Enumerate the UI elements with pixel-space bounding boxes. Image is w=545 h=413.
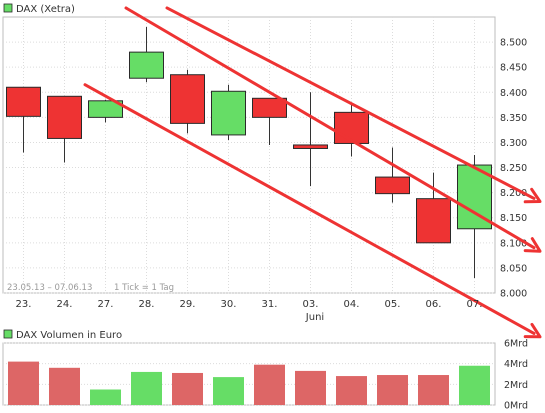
- price-y-tick-label: 8.100: [500, 238, 527, 249]
- x-tick-label: 24.: [57, 299, 73, 310]
- volume-grid: [3, 342, 495, 406]
- price-y-tick-label: 8.300: [500, 138, 527, 149]
- price-title: DAX (Xetra): [16, 4, 75, 15]
- price-y-tick-label: 8.400: [500, 88, 527, 99]
- trend-lines: [83, 6, 542, 339]
- price-y-tick-label: 8.350: [500, 113, 527, 124]
- x-tick-label: 05.: [385, 299, 401, 310]
- date-range-label: 23.05.13 – 07.06.13: [7, 283, 92, 293]
- volume-bar-down: [49, 367, 80, 405]
- interval-note: 1 Tick = 1 Tag: [114, 283, 174, 293]
- volume-y-axis: 0Mrd 2Mrd 4Mrd 6Mrd: [504, 339, 528, 412]
- trend-line: [124, 6, 536, 250]
- candle-up: [211, 90, 246, 136]
- volume-bar-up: [213, 377, 244, 405]
- x-tick-label: 31.: [262, 299, 278, 310]
- month-label: Juni: [305, 312, 324, 323]
- price-y-tick-label: 8.200: [500, 188, 527, 199]
- volume-legend-swatch: [3, 329, 13, 339]
- price-candles: [6, 27, 492, 278]
- price-y-tick-label: 8.250: [500, 163, 527, 174]
- x-tick-label: 04.: [344, 299, 360, 310]
- x-tick-label: 29.: [180, 299, 196, 310]
- candle-down: [375, 176, 410, 195]
- volume-title: DAX Volumen in Euro: [16, 330, 122, 341]
- trend-line: [165, 6, 536, 200]
- price-panel: 8.000 8.050 8.100 8.150 8.200 8.250 8.300 8.350…: [2, 3, 542, 339]
- x-tick-label: 30.: [221, 299, 237, 310]
- candle-up: [129, 51, 164, 79]
- trend-arrowhead: [523, 187, 542, 204]
- price-x-axis: 23. 24. 27. 28. 29. 30. 31. 03. 04. 05. 06. 07.: [16, 299, 483, 310]
- price-legend: DAX (Xetra): [3, 3, 75, 15]
- x-tick-label: 06.: [426, 299, 442, 310]
- volume-y-tick-label: 2Mrd: [504, 380, 528, 391]
- volume-bar-down: [377, 375, 408, 405]
- price-y-tick-label: 8.000: [500, 289, 527, 300]
- volume-bar-down: [336, 376, 367, 405]
- x-tick-label: 27.: [98, 299, 114, 310]
- volume-bar-down: [295, 370, 326, 405]
- volume-bar-down: [418, 375, 449, 405]
- price-y-axis: 8.000 8.050 8.100 8.150 8.200 8.250 8.300 8.350…: [500, 38, 527, 300]
- volume-plot-area: [2, 342, 496, 406]
- volume-bar-down: [8, 361, 39, 405]
- candle-down: [416, 198, 451, 244]
- trend-line: [83, 83, 536, 335]
- price-y-tick-label: 8.450: [500, 63, 527, 74]
- x-tick-label: 07.: [467, 299, 483, 310]
- trend-arrowhead: [523, 237, 542, 253]
- volume-y-tick-label: 6Mrd: [504, 339, 528, 350]
- volume-y-tick-label: 0Mrd: [504, 401, 528, 412]
- volume-y-tick-label: 4Mrd: [504, 359, 528, 370]
- volume-bar-up: [459, 365, 490, 405]
- price-y-tick-label: 8.500: [500, 38, 527, 49]
- volume-panel: DAX Volumen in Euro 0Mrd 2Mrd 4Mrd 6Mrd: [2, 329, 528, 412]
- legend-swatch-price: [3, 3, 13, 13]
- volume-bars: [8, 361, 490, 405]
- candle-down: [170, 74, 205, 124]
- volume-bar-up: [131, 371, 162, 405]
- price-y-tick-label: 8.150: [500, 213, 527, 224]
- candle-down: [293, 144, 328, 149]
- volume-bar-down: [254, 364, 285, 405]
- volume-bar-down: [172, 372, 203, 405]
- candle-up: [88, 100, 123, 118]
- price-y-tick-label: 8.050: [500, 263, 527, 274]
- x-tick-label: 23.: [16, 299, 32, 310]
- candle-down: [252, 97, 287, 118]
- candle-down: [334, 111, 369, 144]
- price-plot-area: [2, 16, 496, 294]
- x-tick-label: 03.: [303, 299, 319, 310]
- price-footer: 23.05.13 – 07.06.13 1 Tick = 1 Tag: [7, 283, 174, 293]
- candle-down: [47, 95, 82, 139]
- trend-arrowhead: [523, 322, 542, 339]
- candle-down: [6, 86, 41, 117]
- x-tick-label: 28.: [139, 299, 155, 310]
- volume-bar-up: [90, 389, 121, 405]
